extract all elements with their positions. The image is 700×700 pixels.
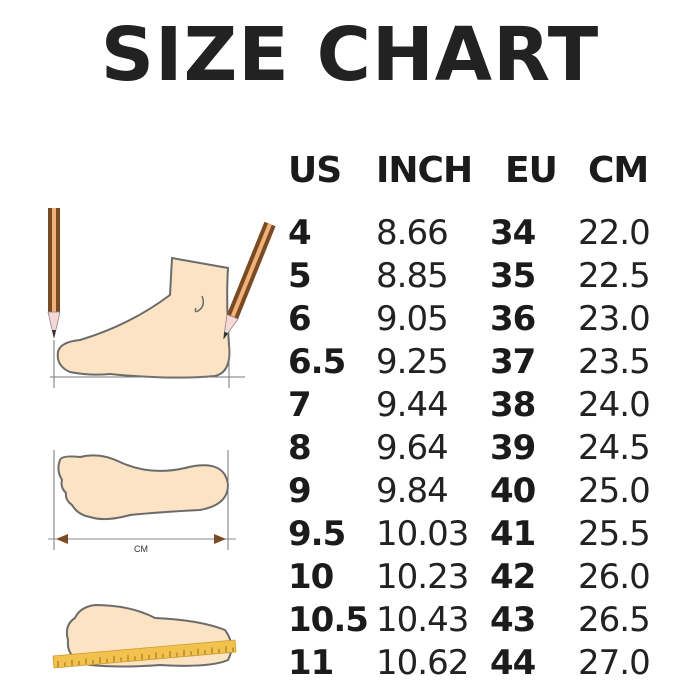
table-row: 6 9.05 36 23.0 bbox=[0, 298, 700, 341]
cell-inch: 8.66 bbox=[376, 213, 449, 253]
cell-eu: 38 bbox=[490, 385, 536, 425]
cell-eu: 44 bbox=[490, 643, 536, 683]
cell-eu: 36 bbox=[490, 299, 536, 339]
cell-cm: 22.0 bbox=[578, 213, 651, 253]
cell-inch: 9.05 bbox=[376, 299, 449, 339]
cell-us: 10.5 bbox=[288, 600, 369, 640]
cell-inch: 10.43 bbox=[376, 600, 469, 640]
cell-cm: 25.5 bbox=[578, 514, 651, 554]
table-row: 4 8.66 34 22.0 bbox=[0, 212, 700, 255]
cell-us: 6.5 bbox=[288, 342, 346, 382]
cell-cm: 27.0 bbox=[578, 643, 651, 683]
cell-us: 11 bbox=[288, 643, 334, 683]
top-foot-icon bbox=[48, 450, 236, 550]
cell-eu: 35 bbox=[490, 256, 536, 296]
cell-inch: 9.25 bbox=[376, 342, 449, 382]
table-row: 10.5 10.43 43 26.5 bbox=[0, 599, 700, 642]
cell-cm: 26.0 bbox=[578, 557, 651, 597]
foot-ruler-icon bbox=[52, 603, 237, 669]
pencil-right-icon bbox=[223, 221, 276, 340]
cell-us: 4 bbox=[288, 213, 312, 253]
table-row: 7 9.44 38 24.0 bbox=[0, 384, 700, 427]
cell-cm: 24.5 bbox=[578, 428, 651, 468]
cell-eu: 34 bbox=[490, 213, 536, 253]
cell-eu: 43 bbox=[490, 600, 536, 640]
pencil-left-icon bbox=[47, 208, 61, 339]
cell-cm: 23.5 bbox=[578, 342, 651, 382]
cell-us: 5 bbox=[288, 256, 312, 296]
cell-us: 10 bbox=[288, 557, 334, 597]
cell-cm: 24.0 bbox=[578, 385, 651, 425]
cell-eu: 40 bbox=[490, 471, 536, 511]
cell-us: 9 bbox=[288, 471, 312, 511]
table-row: 8 9.64 39 24.5 bbox=[0, 427, 700, 470]
cell-us: 9.5 bbox=[288, 514, 346, 554]
measure-label: CM bbox=[134, 544, 148, 554]
cell-us: 6 bbox=[288, 299, 312, 339]
table-row: 10 10.23 42 26.0 bbox=[0, 556, 700, 599]
cell-inch: 8.85 bbox=[376, 256, 449, 296]
cell-cm: 25.0 bbox=[578, 471, 651, 511]
cell-eu: 42 bbox=[490, 557, 536, 597]
cell-us: 8 bbox=[288, 428, 312, 468]
cell-inch: 10.62 bbox=[376, 643, 469, 683]
cell-cm: 23.0 bbox=[578, 299, 651, 339]
cell-eu: 37 bbox=[490, 342, 536, 382]
cell-inch: 9.44 bbox=[376, 385, 449, 425]
cell-cm: 26.5 bbox=[578, 600, 651, 640]
header-us: US bbox=[288, 150, 342, 191]
foot-measure-illustration: CM bbox=[47, 208, 276, 669]
cell-eu: 39 bbox=[490, 428, 536, 468]
side-foot-icon bbox=[50, 256, 245, 388]
header-eu: EU bbox=[505, 150, 558, 191]
cell-us: 7 bbox=[288, 385, 312, 425]
page-title: SIZE CHART bbox=[100, 12, 600, 98]
cell-cm: 22.5 bbox=[578, 256, 651, 296]
table-row: 9.5 10.03 41 25.5 bbox=[0, 513, 700, 556]
table-row: 9 9.84 40 25.0 bbox=[0, 470, 700, 513]
cell-inch: 10.03 bbox=[376, 514, 469, 554]
header-cm: CM bbox=[588, 150, 649, 191]
table-row: 5 8.85 35 22.5 bbox=[0, 255, 700, 298]
cell-inch: 9.64 bbox=[376, 428, 449, 468]
table-row: 6.5 9.25 37 23.5 bbox=[0, 341, 700, 384]
cell-inch: 10.23 bbox=[376, 557, 469, 597]
table-row: 11 10.62 44 27.0 bbox=[0, 642, 700, 685]
header-inch: INCH bbox=[376, 150, 473, 191]
cell-inch: 9.84 bbox=[376, 471, 449, 511]
cell-eu: 41 bbox=[490, 514, 536, 554]
